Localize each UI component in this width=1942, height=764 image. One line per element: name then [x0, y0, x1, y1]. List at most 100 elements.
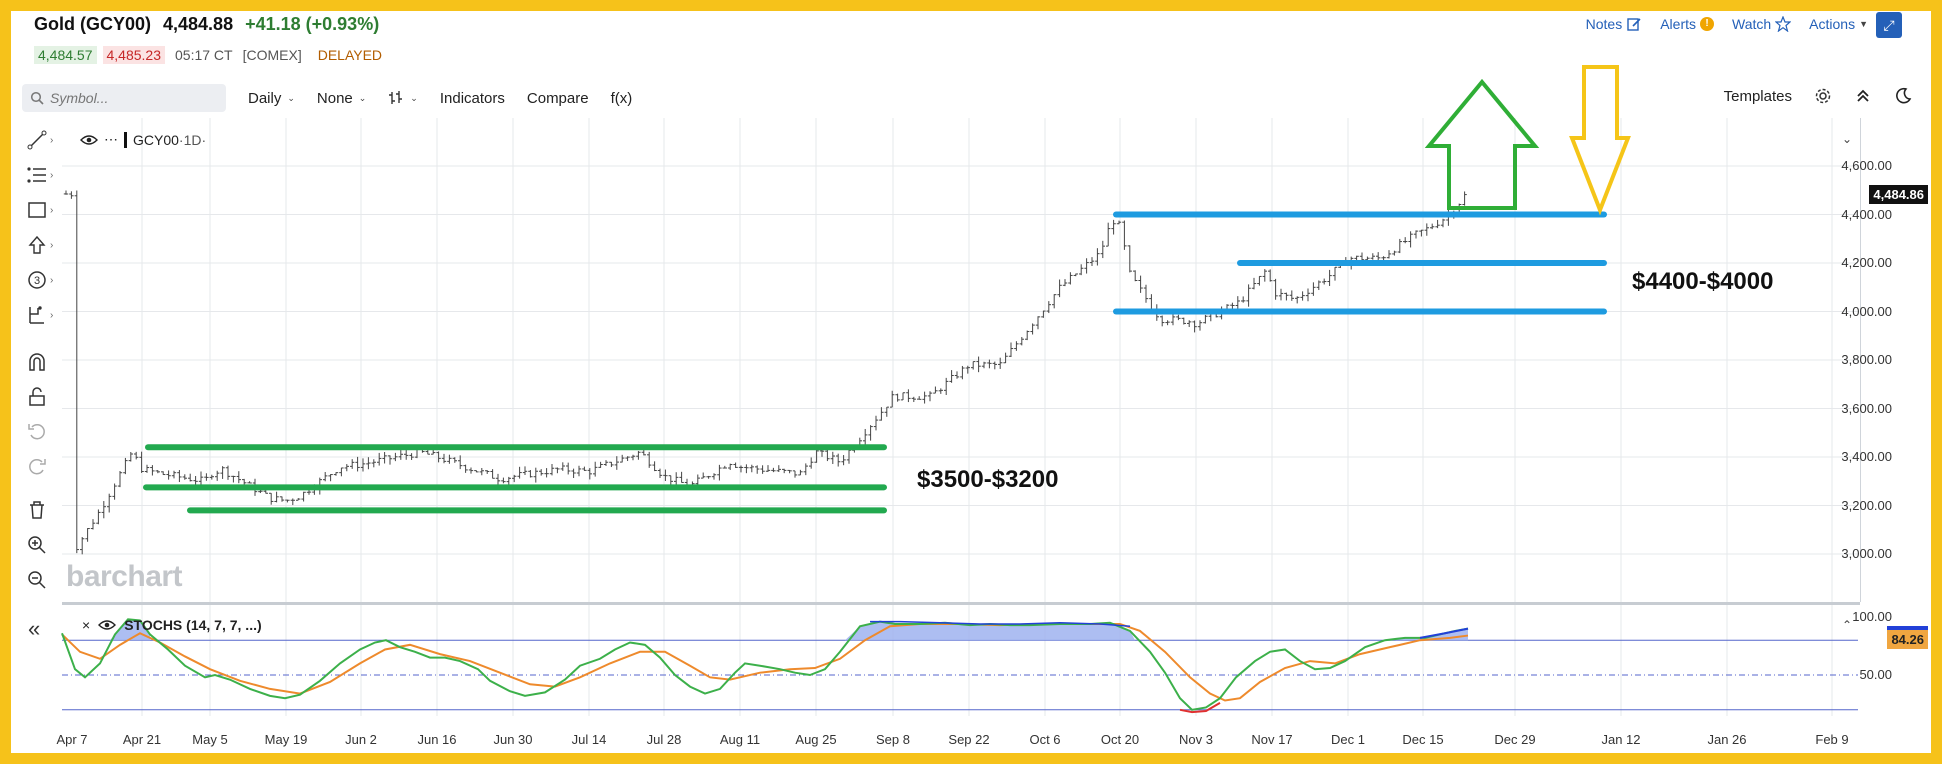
chevron-down-icon[interactable]: ⌄	[1841, 132, 1852, 146]
notes-label: Notes	[1585, 16, 1623, 32]
chevron-down-icon: ⌄	[358, 92, 367, 103]
undo-tool[interactable]	[26, 420, 54, 444]
delayed-badge: DELAYED	[317, 47, 383, 63]
price-axis-label: 4,600.00	[1841, 158, 1892, 173]
shape-tool[interactable]: ›	[26, 198, 54, 222]
price-axis-label: 3,200.00	[1841, 497, 1892, 513]
overlay-label: None	[316, 89, 353, 107]
price-axis-label: 4,000.00	[1841, 303, 1892, 319]
chevron-down-icon: ⌄	[410, 92, 418, 103]
edit-icon	[1627, 18, 1641, 31]
date-axis-label: Apr 7	[56, 732, 88, 747]
chevron-right-icon: ›	[50, 274, 54, 286]
more-icon[interactable]: ⋯	[104, 131, 118, 147]
templates-button[interactable]: Templates	[1723, 87, 1792, 105]
zoom-out-icon	[28, 571, 46, 589]
yellow-down-arrow	[1569, 65, 1631, 216]
gear-icon[interactable]	[1814, 87, 1832, 105]
barchart-logo: barchart	[66, 560, 183, 593]
stoch-d-line	[61, 622, 1469, 702]
last-price: 4,484.88	[163, 14, 234, 34]
chevron-right-icon: ›	[50, 239, 54, 251]
price-axis-label: 4,200.00	[1841, 255, 1892, 270]
date-axis-label: Nov 3	[1179, 732, 1213, 747]
watch-button[interactable]: Watch	[1732, 16, 1792, 32]
actions-menu[interactable]: Actions ▼	[1809, 16, 1868, 32]
count-tool[interactable]: 3 ›	[26, 268, 54, 292]
zoom-in-icon	[28, 536, 46, 554]
price-axis-label: 3,600.00	[1841, 400, 1892, 416]
stoch-k-overbought-line	[870, 620, 1131, 628]
bar-type-dropdown[interactable]: ⌄	[388, 90, 418, 106]
trash-icon	[30, 501, 44, 519]
date-axis-label: Oct 20	[1100, 732, 1140, 747]
price-axis-label: 4,400.00	[1841, 206, 1892, 222]
date-axis-label: Jun 2	[345, 732, 377, 747]
delete-tool[interactable]	[26, 498, 54, 522]
date-axis-label: Dec 29	[1494, 732, 1536, 747]
chevron-down-icon: ⌄	[287, 92, 295, 103]
compare-button[interactable]: Compare	[526, 89, 589, 107]
moon-icon[interactable]	[1894, 87, 1912, 105]
search-icon	[30, 91, 44, 105]
fx-button[interactable]: f(x)	[610, 89, 633, 107]
eye-icon[interactable]	[98, 619, 117, 631]
date-axis-label: Jan 12	[1601, 732, 1641, 747]
date-axis-label: Aug 11	[719, 732, 761, 747]
date-axis-label: May 19	[264, 732, 308, 747]
date-axis-label: Dec 15	[1402, 732, 1444, 747]
date-axis-label: Jul 14	[571, 732, 607, 747]
symbol-input[interactable]	[22, 84, 226, 112]
alerts-label: Alerts	[1660, 16, 1696, 32]
arrow-tool[interactable]: ›	[26, 233, 54, 257]
date-axis-label: Sep 8	[876, 732, 910, 747]
collapse-up-icon[interactable]	[1854, 87, 1872, 105]
eye-icon[interactable]	[80, 134, 98, 146]
date-axis-label: Sep 22	[948, 732, 990, 747]
legend-interval: ·1D·	[178, 131, 207, 148]
zoom-out-tool[interactable]	[26, 568, 54, 592]
date-axis-label: Apr 21	[122, 732, 162, 747]
title-row: Gold (GCY00) 4,484.88 +41.18 (+0.93%)	[34, 14, 379, 35]
chart-toolbar: Daily ⌄ None ⌄ ⌄ Indicators Compare f(x) T…	[22, 83, 1920, 113]
date-axis-label: Jun 30	[493, 732, 533, 747]
collapse-sidebar-icon[interactable]: «	[28, 616, 41, 641]
ohlc-bar-icon	[389, 91, 403, 104]
pane-separator[interactable]	[62, 602, 1860, 605]
indicators-button[interactable]: Indicators	[439, 89, 505, 107]
stoch-k-line	[61, 618, 1469, 711]
blue-range-annotation: $4400-$4000	[1632, 268, 1774, 295]
zoom-in-tool[interactable]	[26, 533, 54, 557]
magnet-icon	[29, 353, 45, 371]
redo-tool[interactable]	[26, 455, 54, 479]
green-range-annotation: $3500-$3200	[917, 466, 1059, 493]
alerts-button[interactable]: Alerts !	[1660, 16, 1714, 32]
actions-label: Actions	[1809, 16, 1856, 32]
star-icon	[1775, 16, 1792, 32]
study-legend: × STOCHS (14, 7, 7, ...)	[82, 617, 262, 633]
measure-tool[interactable]: ›	[26, 303, 54, 327]
date-axis-label: Aug 25	[795, 732, 837, 747]
arrow-up-icon	[28, 235, 46, 254]
chevron-down-icon: ▼	[1859, 19, 1868, 29]
expand-icon[interactable]: ⤢	[1876, 12, 1902, 38]
drawing-tools: › › › › 3 › ›	[22, 124, 62, 644]
lock-tool[interactable]	[26, 385, 54, 409]
symbol-search	[22, 84, 226, 112]
measure-icon	[29, 306, 44, 324]
notes-button[interactable]: Notes	[1586, 16, 1643, 32]
interval-dropdown[interactable]: Daily ⌄	[248, 90, 295, 107]
magnet-tool[interactable]	[26, 350, 54, 374]
chevron-up-icon[interactable]: ⌃	[1841, 618, 1852, 632]
fib-tool[interactable]: ›	[26, 163, 54, 187]
trendline-tool[interactable]: ›	[26, 128, 54, 152]
svg-text:3: 3	[34, 275, 40, 287]
price-axis-label: 3,800.00	[1841, 352, 1892, 367]
redo-icon	[29, 458, 46, 475]
close-icon[interactable]: ×	[82, 617, 91, 633]
overlay-dropdown[interactable]: None ⌄	[317, 90, 366, 107]
date-axis-label: Jul 28	[646, 732, 682, 747]
rectangle-icon	[28, 202, 46, 218]
legend-symbol: GCY00	[133, 131, 179, 148]
